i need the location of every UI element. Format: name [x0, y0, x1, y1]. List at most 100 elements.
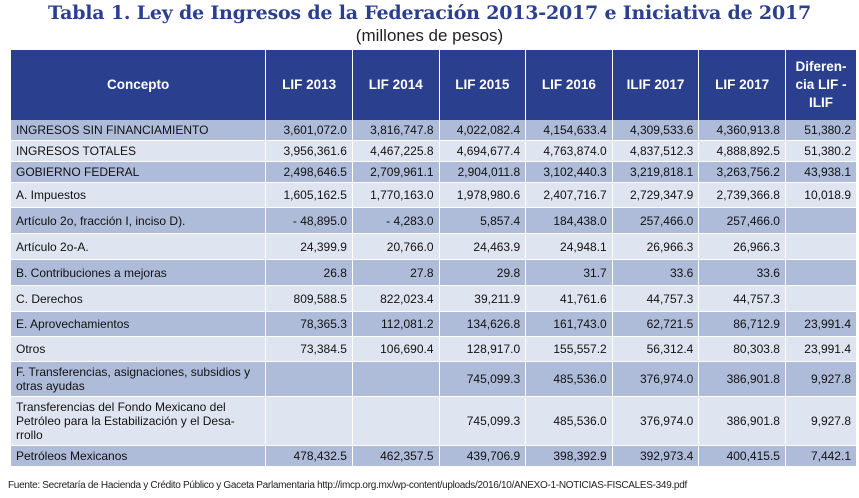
table-row: Artículo 2o, fracción I, inciso D). - 48…	[11, 207, 856, 234]
row-value: 44,757.3	[612, 285, 700, 312]
row-value: 51,380.2	[785, 120, 856, 141]
header-diferencia: Diferen-cia LIF -ILIF	[785, 50, 856, 120]
row-value: 26,966.3	[612, 233, 700, 260]
row-value: 24,463.9	[439, 233, 527, 260]
table-subtitle: (millones de pesos)	[355, 26, 504, 45]
row-value	[785, 285, 856, 312]
row-concept: Artículo 2o, fracción I, inciso D).	[11, 207, 267, 234]
row-value: 134,626.8	[439, 311, 527, 337]
header-lif-2016: LIF 2016	[525, 50, 613, 120]
row-value: 80,303.8	[698, 336, 786, 362]
row-value: 3,102,440.3	[525, 161, 613, 183]
row-value: 4,467,225.8	[352, 140, 440, 162]
row-value: 161,743.0	[525, 311, 613, 337]
header-lif-2015: LIF 2015	[439, 50, 527, 120]
row-value: 73,384.5	[265, 336, 353, 362]
row-value: 392,973.4	[612, 445, 700, 467]
header-lif-2014: LIF 2014	[352, 50, 440, 120]
row-value: 10,018.9	[785, 182, 856, 208]
row-value: 745,099.3	[439, 361, 527, 397]
row-concept: Otros	[11, 336, 267, 362]
row-value: 4,360,913.8	[698, 120, 786, 141]
row-concept: A. Impuestos	[11, 182, 267, 208]
row-value: 2,729,347.9	[612, 182, 700, 208]
row-value: 2,407,716.7	[525, 182, 613, 208]
row-concept: Transferencias del Fondo Mexicano del Pe…	[11, 396, 267, 446]
row-value: 155,557.2	[525, 336, 613, 362]
row-value: 4,694,677.4	[439, 140, 527, 162]
row-value: 745,099.3	[439, 396, 527, 446]
row-value: 184,438.0	[525, 207, 613, 234]
row-value: - 48,895.0	[265, 207, 353, 234]
row-concept: F. Transferencias, asignaciones, subsidi…	[11, 361, 267, 397]
header-row: Concepto LIF 2013 LIF 2014 LIF 2015 LIF …	[11, 50, 856, 120]
row-value: 485,536.0	[525, 361, 613, 397]
row-value: 2,709,961.1	[352, 161, 440, 183]
table-row: E. Aprovechamientos 78,365.3 112,081.2 1…	[11, 311, 856, 337]
row-value: 27.8	[352, 259, 440, 286]
row-value: 478,432.5	[265, 445, 353, 467]
row-value: 44,757.3	[698, 285, 786, 312]
table-row: C. Derechos 809,588.5 822,023.4 39,211.9…	[11, 285, 856, 312]
row-value: 439,706.9	[439, 445, 527, 467]
row-value	[785, 259, 856, 286]
row-value: 1,978,980.6	[439, 182, 527, 208]
row-value: 4,022,082.4	[439, 120, 527, 141]
table-row: F. Transferencias, asignaciones, subsidi…	[11, 361, 856, 397]
row-value: 386,901.8	[698, 396, 786, 446]
table-row: GOBIERNO FEDERAL 2,498,646.5 2,709,961.1…	[11, 161, 856, 183]
table-row: Petróleos Mexicanos 478,432.5 462,357.5 …	[11, 445, 856, 467]
row-value: 1,605,162.5	[265, 182, 353, 208]
row-value: 4,763,874.0	[525, 140, 613, 162]
row-value: 4,888,892.5	[698, 140, 786, 162]
row-value: 43,938.1	[785, 161, 856, 183]
row-value: 29.8	[439, 259, 527, 286]
row-value: 3,219,818.1	[612, 161, 700, 183]
row-value: 9,927.8	[785, 361, 856, 397]
header-lif-2013: LIF 2013	[265, 50, 353, 120]
row-value: 485,536.0	[525, 396, 613, 446]
row-value	[265, 396, 353, 446]
row-value: 9,927.8	[785, 396, 856, 446]
row-value: 33.6	[612, 259, 700, 286]
row-value: 2,498,646.5	[265, 161, 353, 183]
row-value: 56,312.4	[612, 336, 700, 362]
row-value: 112,081.2	[352, 311, 440, 337]
row-value	[785, 207, 856, 234]
row-concept: GOBIERNO FEDERAL	[11, 161, 267, 183]
row-value: 462,357.5	[352, 445, 440, 467]
source-note: Fuente: Secretaría de Hacienda y Crédito…	[8, 480, 687, 491]
row-value: 376,974.0	[612, 361, 700, 397]
row-value: 257,466.0	[698, 207, 786, 234]
row-value: 5,857.4	[439, 207, 527, 234]
row-concept: INGRESOS SIN FINANCIAMIENTO	[11, 120, 267, 141]
header-ilif-2017: ILIF 2017	[612, 50, 700, 120]
table-row: INGRESOS TOTALES 3,956,361.6 4,467,225.8…	[11, 140, 856, 162]
row-value	[265, 361, 353, 397]
row-value: 39,211.9	[439, 285, 527, 312]
row-value: 400,415.5	[698, 445, 786, 467]
row-value	[352, 396, 440, 446]
revenue-table: Concepto LIF 2013 LIF 2014 LIF 2015 LIF …	[11, 50, 856, 467]
row-value: 26.8	[265, 259, 353, 286]
table-row: Transferencias del Fondo Mexicano del Pe…	[11, 396, 856, 446]
row-value: 33.6	[698, 259, 786, 286]
row-concept: E. Aprovechamientos	[11, 311, 267, 337]
row-value: 3,816,747.8	[352, 120, 440, 141]
row-value: 23,991.4	[785, 311, 856, 337]
row-value: 20,766.0	[352, 233, 440, 260]
row-value: 3,263,756.2	[698, 161, 786, 183]
row-value: 41,761.6	[525, 285, 613, 312]
row-value: 2,904,011.8	[439, 161, 527, 183]
table-row: A. Impuestos 1,605,162.5 1,770,163.0 1,9…	[11, 182, 856, 208]
row-concept: Artículo 2o-A.	[11, 233, 267, 260]
row-value: 386,901.8	[698, 361, 786, 397]
table-row: B. Contribuciones a mejoras 26.8 27.8 29…	[11, 259, 856, 286]
row-value: 106,690.4	[352, 336, 440, 362]
table-row: INGRESOS SIN FINANCIAMIENTO 3,601,072.0 …	[11, 120, 856, 141]
row-concept: B. Contribuciones a mejoras	[11, 259, 267, 286]
header-lif-2017: LIF 2017	[698, 50, 786, 120]
row-value: 398,392.9	[525, 445, 613, 467]
row-value: 809,588.5	[265, 285, 353, 312]
row-value: 51,380.2	[785, 140, 856, 162]
